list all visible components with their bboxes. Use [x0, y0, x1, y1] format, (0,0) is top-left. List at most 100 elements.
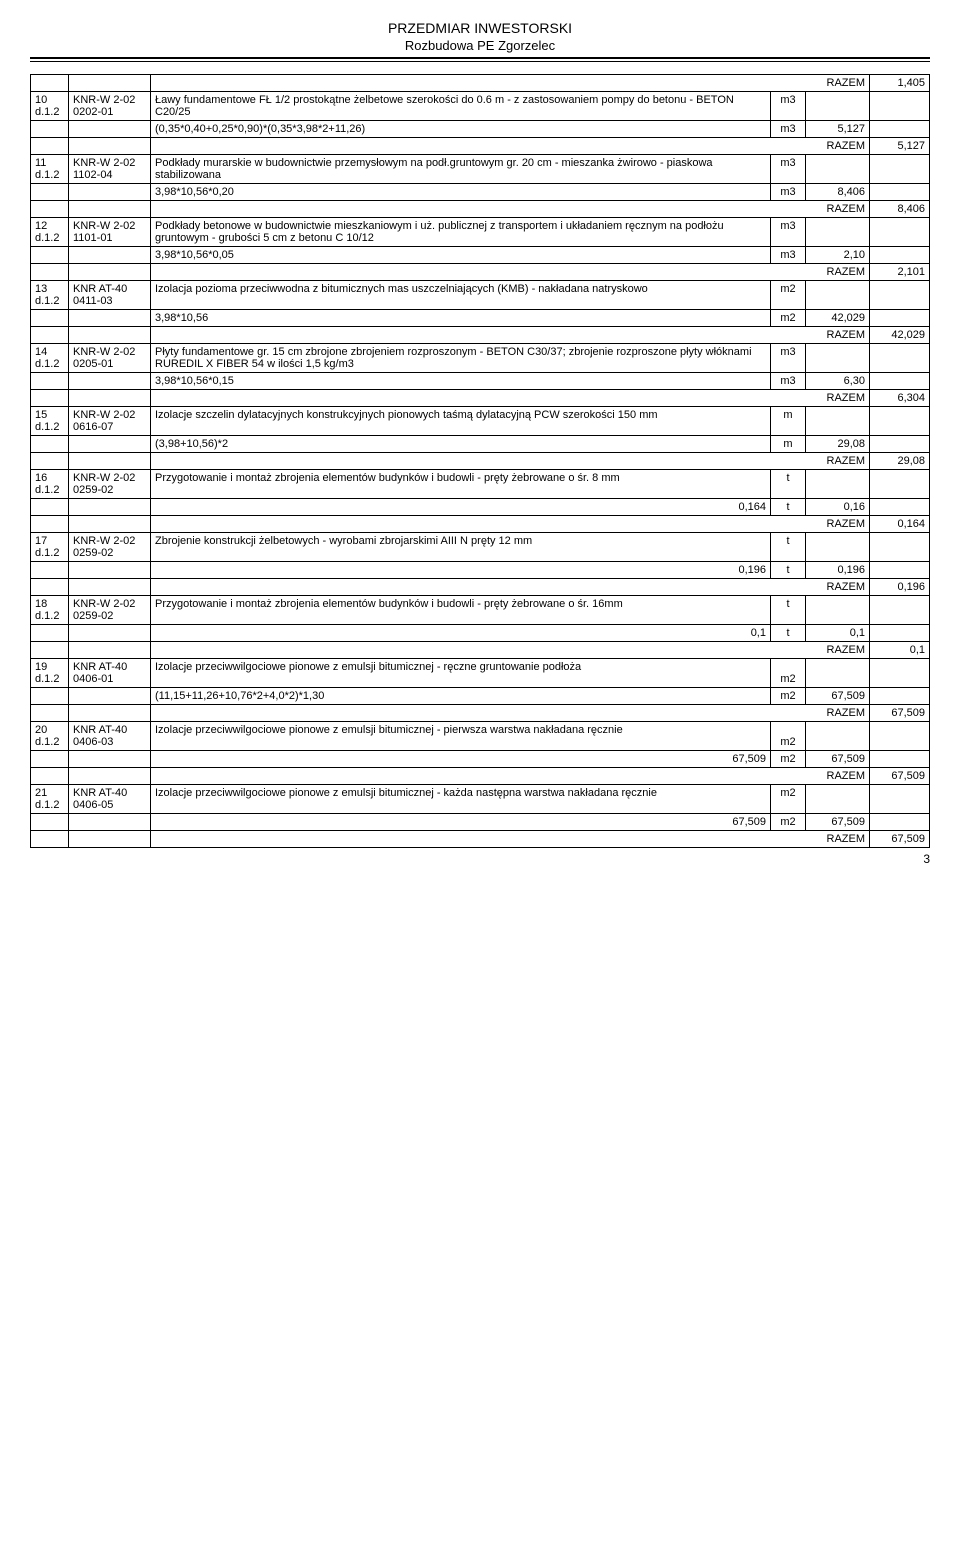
calc-quantity: 67,509: [805, 814, 869, 831]
calc-expression: 0,1: [151, 625, 771, 642]
table-row: RAZEM 0,164: [31, 516, 930, 533]
table-row: RAZEM6,304: [31, 390, 930, 407]
razem-label: RAZEM: [827, 455, 866, 467]
item-unit: m3: [770, 344, 805, 373]
item-description: Izolacja pozioma przeciwwodna z bitumicz…: [151, 281, 771, 310]
razem-value: 42,029: [870, 327, 930, 344]
document-header: PRZEDMIAR INWESTORSKI Rozbudowa PE Zgorz…: [30, 20, 930, 62]
table-row: 17 d.1.2KNR-W 2-02 0259-02Zbrojenie kons…: [31, 533, 930, 562]
razem-label: RAZEM: [827, 644, 866, 656]
table-row: 67,509m267,509: [31, 814, 930, 831]
calc-quantity: 29,08: [805, 436, 869, 453]
calc-unit: m2: [770, 814, 805, 831]
table-row: 15 d.1.2KNR-W 2-02 0616-07Izolacje szcze…: [31, 407, 930, 436]
item-description: Izolacje szczelin dylatacyjnych konstruk…: [151, 407, 771, 436]
item-code: KNR-W 2-02 1101-01: [69, 218, 151, 247]
item-number: 18 d.1.2: [31, 596, 69, 625]
razem-label: RAZEM: [827, 266, 866, 278]
estimate-table: RAZEM1,40510 d.1.2KNR-W 2-02 0202-01Ławy…: [30, 74, 930, 848]
table-row: 20 d.1.2KNR AT-40 0406-03Izolacje przeci…: [31, 722, 930, 751]
item-code: KNR-W 2-02 0205-01: [69, 344, 151, 373]
calc-unit: m2: [770, 310, 805, 327]
item-number: 12 d.1.2: [31, 218, 69, 247]
calc-expression: 67,509: [151, 751, 771, 768]
item-description: Izolacje przeciwwilgociowe pionowe z emu…: [151, 722, 771, 751]
table-row: 21 d.1.2KNR AT-40 0406-05Izolacje przeci…: [31, 785, 930, 814]
calc-expression: 3,98*10,56*0,05: [151, 247, 771, 264]
table-row: 67,509m267,509: [31, 751, 930, 768]
item-description: Izolacje przeciwwilgociowe pionowe z emu…: [151, 785, 771, 814]
table-row: RAZEM67,509: [31, 831, 930, 848]
calc-expression: 67,509: [151, 814, 771, 831]
item-code: KNR AT-40 0411-03: [69, 281, 151, 310]
calc-unit: m: [770, 436, 805, 453]
calc-unit: m3: [770, 247, 805, 264]
item-number: 19 d.1.2: [31, 659, 69, 688]
calc-unit: m3: [770, 373, 805, 390]
razem-label: RAZEM: [827, 392, 866, 404]
item-number: 14 d.1.2: [31, 344, 69, 373]
calc-quantity: 67,509: [805, 688, 869, 705]
calc-expression: (3,98+10,56)*2: [151, 436, 771, 453]
item-unit: m3: [770, 92, 805, 121]
razem-value: 5,127: [870, 138, 930, 155]
item-description: Przygotowanie i montaż zbrojenia element…: [151, 470, 771, 499]
item-number: 15 d.1.2: [31, 407, 69, 436]
calc-quantity: 0,1: [805, 625, 869, 642]
calc-expression: 0,196: [151, 562, 771, 579]
calc-quantity: 6,30: [805, 373, 869, 390]
calc-quantity: 2,10: [805, 247, 869, 264]
item-unit: m3: [770, 218, 805, 247]
table-row: RAZEM67,509: [31, 768, 930, 785]
item-unit: m2: [770, 722, 805, 751]
calc-unit: m2: [770, 688, 805, 705]
calc-quantity: 0,16: [805, 499, 869, 516]
calc-unit: t: [770, 499, 805, 516]
table-row: 3,98*10,56*0,15m36,30: [31, 373, 930, 390]
table-row: 0,196t0,196: [31, 562, 930, 579]
razem-value: 8,406: [870, 201, 930, 218]
item-code: KNR-W 2-02 0259-02: [69, 470, 151, 499]
table-row: 0,1t0,1: [31, 625, 930, 642]
item-number: 20 d.1.2: [31, 722, 69, 751]
razem-label: RAZEM: [827, 770, 866, 782]
table-row: (11,15+11,26+10,76*2+4,0*2)*1,30m267,509: [31, 688, 930, 705]
calc-quantity: 5,127: [805, 121, 869, 138]
razem-value: 0,164: [870, 516, 930, 533]
document-subtitle: Rozbudowa PE Zgorzelec: [30, 38, 930, 53]
calc-quantity: 42,029: [805, 310, 869, 327]
table-row: 0,164t0,16: [31, 499, 930, 516]
table-row: RAZEM8,406: [31, 201, 930, 218]
table-row: 16 d.1.2KNR-W 2-02 0259-02Przygotowanie …: [31, 470, 930, 499]
table-row: (3,98+10,56)*2m29,08: [31, 436, 930, 453]
item-code: KNR AT-40 0406-03: [69, 722, 151, 751]
calc-unit: m3: [770, 184, 805, 201]
item-code: KNR-W 2-02 1102-04: [69, 155, 151, 184]
razem-label: RAZEM: [827, 518, 866, 530]
calc-expression: 3,98*10,56: [151, 310, 771, 327]
table-row: RAZEM2,101: [31, 264, 930, 281]
title-rule-thick: [30, 57, 930, 59]
table-row: 19 d.1.2KNR AT-40 0406-01Izolacje przeci…: [31, 659, 930, 688]
razem-value: 0,1: [870, 642, 930, 659]
item-description: Ławy fundamentowe FŁ 1/2 prostokątne żel…: [151, 92, 771, 121]
page-number: 3: [30, 852, 930, 866]
item-code: KNR-W 2-02 0202-01: [69, 92, 151, 121]
razem-label: RAZEM: [827, 140, 866, 152]
razem-label: RAZEM: [827, 581, 866, 593]
calc-expression: (0,35*0,40+0,25*0,90)*(0,35*3,98*2+11,26…: [151, 121, 771, 138]
item-unit: m2: [770, 659, 805, 688]
razem-value: 0,196: [870, 579, 930, 596]
razem-value: 29,08: [870, 453, 930, 470]
item-code: KNR AT-40 0406-01: [69, 659, 151, 688]
item-unit: m3: [770, 155, 805, 184]
item-number: 21 d.1.2: [31, 785, 69, 814]
razem-value: 1,405: [870, 75, 930, 92]
item-number: 10 d.1.2: [31, 92, 69, 121]
table-row: 10 d.1.2KNR-W 2-02 0202-01Ławy fundament…: [31, 92, 930, 121]
table-row: 3,98*10,56*0,20m38,406: [31, 184, 930, 201]
item-number: 13 d.1.2: [31, 281, 69, 310]
razem-label: RAZEM: [827, 77, 866, 89]
table-row: 18 d.1.2KNR-W 2-02 0259-02Przygotowanie …: [31, 596, 930, 625]
razem-label: RAZEM: [827, 329, 866, 341]
